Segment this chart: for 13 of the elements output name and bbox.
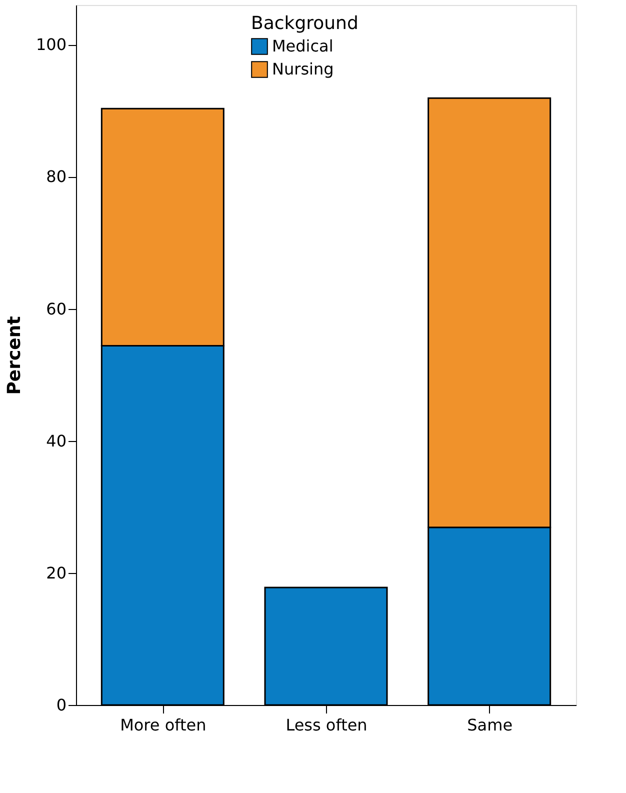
y-tick-label: 60 bbox=[46, 299, 66, 318]
y-tick-label: 100 bbox=[36, 35, 66, 54]
legend-label: Nursing bbox=[272, 60, 334, 78]
x-tick-label: Less often bbox=[286, 716, 368, 734]
legend-title: Background bbox=[251, 13, 358, 34]
x-tick-label: Same bbox=[467, 716, 513, 734]
legend-label: Medical bbox=[272, 36, 334, 56]
y-tick-label: 80 bbox=[46, 167, 66, 186]
y-axis-title: Percent bbox=[4, 316, 25, 395]
y-tick-label: 20 bbox=[46, 563, 66, 582]
y-tick-label: 0 bbox=[56, 696, 66, 714]
x-tick-label: More often bbox=[120, 716, 206, 734]
y-tick-label: 40 bbox=[46, 431, 66, 450]
